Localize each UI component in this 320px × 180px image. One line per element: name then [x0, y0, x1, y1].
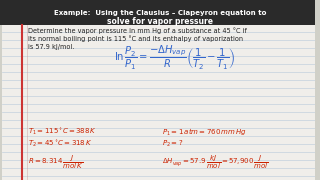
Text: Determine the vapor pressure in mm Hg of a substance at 45 °C if: Determine the vapor pressure in mm Hg of… [28, 28, 247, 34]
Text: $T_2 = 45\,^{\circ}C = 318\,K$: $T_2 = 45\,^{\circ}C = 318\,K$ [28, 139, 92, 149]
Text: $P_2 = ?$: $P_2 = ?$ [162, 139, 183, 149]
Text: $\Delta H_{vap} = 57.9\,\dfrac{kJ}{mol} = 57{,}900\,\dfrac{J}{mol}$: $\Delta H_{vap} = 57.9\,\dfrac{kJ}{mol} … [162, 153, 269, 171]
Text: Example:  Using the Clausius – Clapeyron equation to: Example: Using the Clausius – Clapeyron … [54, 10, 266, 16]
Text: is 57.9 kJ/mol.: is 57.9 kJ/mol. [28, 44, 74, 50]
Text: solve for vapor pressure: solve for vapor pressure [107, 17, 213, 26]
Text: $T_1 = 115\,^{\circ}C = 388\,K$: $T_1 = 115\,^{\circ}C = 388\,K$ [28, 127, 97, 137]
Text: $\ln\dfrac{P_2}{P_1} = \dfrac{-\Delta H_{vap}}{R}\left(\dfrac{1}{T_2} - \dfrac{1: $\ln\dfrac{P_2}{P_1} = \dfrac{-\Delta H_… [114, 44, 236, 72]
Text: $P_1 = 1\,atm = 760\,mm\,Hg$: $P_1 = 1\,atm = 760\,mm\,Hg$ [162, 126, 247, 138]
Bar [2, 25, 317, 180]
Text: $R = 8.314\,\dfrac{J}{mol\,K}$: $R = 8.314\,\dfrac{J}{mol\,K}$ [28, 153, 84, 171]
Text: its normal boiling point is 115 °C and its enthalpy of vaporization: its normal boiling point is 115 °C and i… [28, 36, 243, 42]
Bar [315, 0, 320, 180]
Bar [0, 0, 320, 25]
